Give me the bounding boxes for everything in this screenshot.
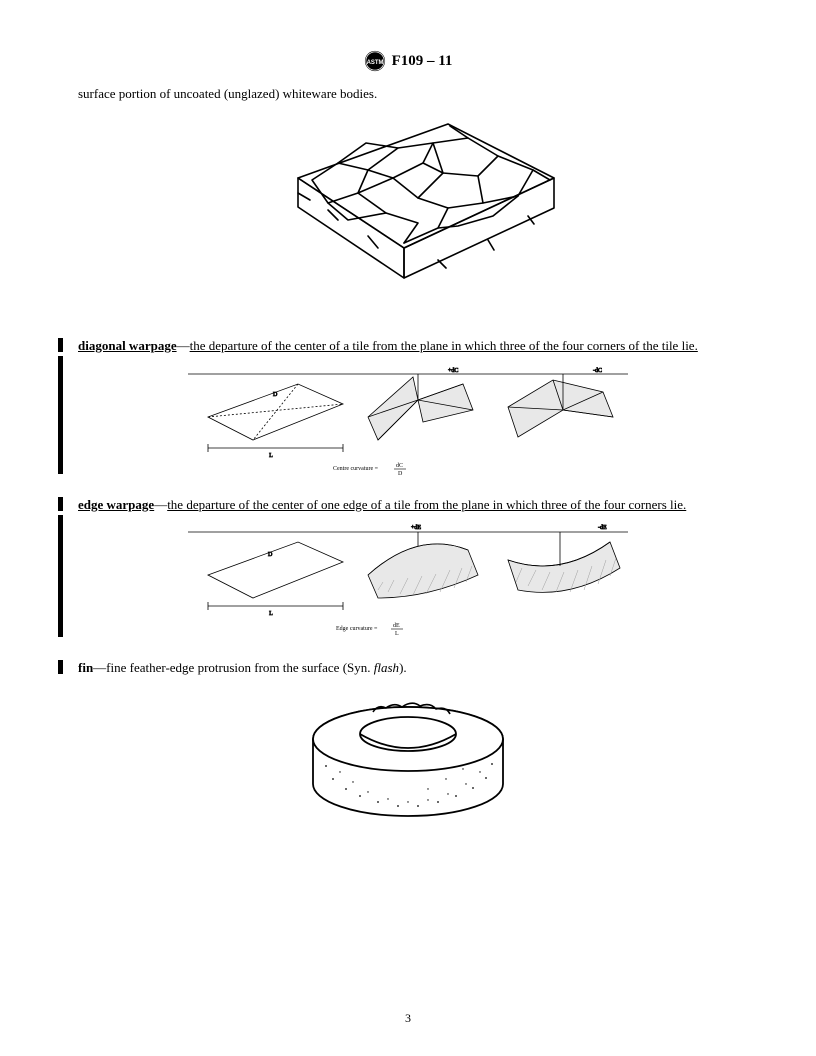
change-bar-icon — [58, 356, 63, 474]
astm-logo-icon: ASTM — [364, 50, 386, 72]
figure-cracked-tile — [60, 108, 756, 318]
svg-text:L: L — [395, 631, 399, 637]
entry-diagonal-warpage: diagonal warpage—the departure of the ce… — [78, 336, 756, 356]
svg-text:D: D — [268, 552, 273, 558]
figure-diagonal-warpage: D L +dC — [60, 362, 756, 477]
entry-fin: fin—fine feather-edge protrusion from th… — [78, 658, 756, 678]
page-number: 3 — [0, 1011, 816, 1026]
intro-text: surface portion of uncoated (unglazed) w… — [78, 86, 756, 102]
change-bar-icon — [58, 515, 63, 637]
svg-text:dC: dC — [396, 463, 403, 469]
svg-text:-dE: -dE — [598, 525, 607, 531]
dim-dC-pos: +dC — [448, 368, 458, 374]
label-edge: Edge curvature = — [336, 626, 378, 632]
def-fin-post: ). — [399, 660, 407, 675]
figure-edge-warpage: D L — [60, 520, 756, 640]
entry-edge-warpage: edge warpage—the departure of the center… — [78, 495, 756, 515]
svg-text:L: L — [269, 611, 273, 617]
designation: F109 – 11 — [392, 53, 453, 70]
change-bar-icon — [58, 497, 63, 511]
change-bar-icon — [58, 660, 63, 674]
change-bar-icon — [58, 338, 63, 352]
dim-D: D — [273, 392, 278, 398]
dim-L: L — [269, 453, 273, 459]
label-diag: Centre curvature = — [333, 466, 379, 472]
def-edge: the departure of the center of one edge … — [167, 497, 686, 512]
svg-text:D: D — [398, 471, 403, 477]
figure-fin — [60, 684, 756, 834]
dim-dC-neg: -dC — [593, 368, 602, 374]
term-edge: edge warpage — [78, 497, 154, 512]
def-fin-em: flash — [374, 660, 399, 675]
term-diagonal: diagonal warpage — [78, 338, 177, 353]
svg-text:+dE: +dE — [411, 525, 421, 531]
def-fin-pre: fine feather-edge protrusion from the su… — [106, 660, 374, 675]
svg-text:ASTM: ASTM — [366, 60, 383, 66]
page-header: ASTM F109 – 11 — [60, 50, 756, 72]
term-fin: fin — [78, 660, 93, 675]
def-diagonal: the departure of the center of a tile fr… — [190, 338, 698, 353]
svg-text:dE: dE — [393, 623, 400, 629]
